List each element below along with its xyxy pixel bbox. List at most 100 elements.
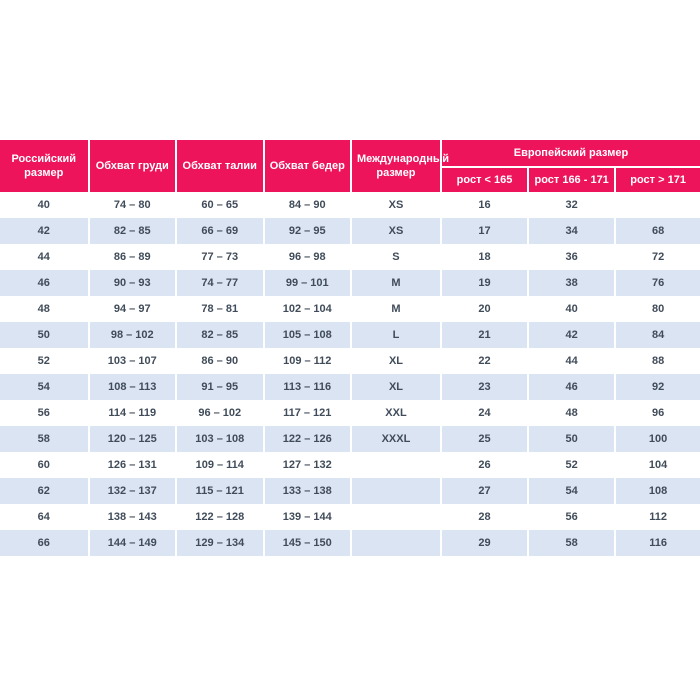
table-row: 60 126 – 131 109 – 114 127 – 132 26 52 104 (0, 452, 700, 478)
table-cell: XL (350, 374, 440, 400)
table-cell: 56 (527, 504, 615, 530)
table-cell: 92 – 95 (262, 218, 350, 244)
table-cell: XS (350, 218, 440, 244)
table-row: 46 90 – 93 74 – 77 99 – 101 M 19 38 76 (0, 270, 700, 296)
table-cell (350, 478, 440, 504)
table-cell: 72 (614, 244, 700, 270)
table-cell: 26 (439, 452, 528, 478)
table-cell: 28 (439, 504, 528, 530)
table-row: 42 82 – 85 66 – 69 92 – 95 XS 17 34 68 (0, 218, 700, 244)
table-row: 66 144 – 149 129 – 134 145 – 150 29 58 116 (0, 530, 700, 556)
table-cell: 25 (439, 426, 528, 452)
table-cell: 40 (527, 296, 615, 322)
table-cell: 66 (0, 530, 88, 556)
table-row: 44 86 – 89 77 – 73 96 – 98 S 18 36 72 (0, 244, 700, 270)
table-cell (614, 192, 700, 218)
table-cell: 96 (614, 400, 700, 426)
table-cell: 92 (614, 374, 700, 400)
table-cell: 109 – 112 (262, 348, 350, 374)
table-cell: 60 (0, 452, 88, 478)
table-cell: 138 – 143 (87, 504, 175, 530)
table-cell: 120 – 125 (87, 426, 175, 452)
table-cell: XS (350, 192, 440, 218)
table-cell: L (350, 322, 440, 348)
table-row: 40 74 – 80 60 – 65 84 – 90 XS 16 32 (0, 192, 700, 218)
table-cell: 18 (439, 244, 528, 270)
table-cell: XXL (350, 400, 440, 426)
table-cell: 42 (527, 322, 615, 348)
table-cell: M (350, 296, 440, 322)
table-cell (350, 530, 440, 556)
table-cell: 56 (0, 400, 88, 426)
table-cell: S (350, 244, 440, 270)
table-body: 40 74 – 80 60 – 65 84 – 90 XS 16 32 42 82 – 85 66… (0, 192, 700, 556)
table-cell: 54 (0, 374, 88, 400)
table-cell: 24 (439, 400, 528, 426)
table-cell: 86 – 89 (87, 244, 175, 270)
table-cell: 48 (527, 400, 615, 426)
column-header-hips: Обхват бедер (262, 140, 350, 192)
table-row: 48 94 – 97 78 – 81 102 – 104 M 20 40 80 (0, 296, 700, 322)
table-cell: 82 – 85 (175, 322, 263, 348)
table-cell: 46 (527, 374, 615, 400)
column-header-height-over-171: рост > 171 (614, 166, 700, 192)
table-row: 64 138 – 143 122 – 128 139 – 144 28 56 112 (0, 504, 700, 530)
table-cell: 27 (439, 478, 528, 504)
column-header-height-166-171: рост 166 - 171 (527, 166, 615, 192)
table-cell: 133 – 138 (262, 478, 350, 504)
table-cell: 20 (439, 296, 528, 322)
table-cell: 64 (0, 504, 88, 530)
column-header-russian-size: Российский размер (0, 140, 88, 192)
header-row-main: Российский размер Обхват груди Обхват та… (0, 140, 700, 192)
table-cell: 48 (0, 296, 88, 322)
table-cell: 60 – 65 (175, 192, 263, 218)
size-chart-table: Российский размер Обхват груди Обхват та… (0, 140, 700, 556)
table-cell: 44 (0, 244, 88, 270)
column-header-waist: Обхват талии (175, 140, 263, 192)
table-cell: 129 – 134 (175, 530, 263, 556)
table-cell: 96 – 102 (175, 400, 263, 426)
table-cell: 127 – 132 (262, 452, 350, 478)
table-cell: 112 (614, 504, 700, 530)
table-cell: 84 – 90 (262, 192, 350, 218)
table-cell: 108 – 113 (87, 374, 175, 400)
table-cell: 145 – 150 (262, 530, 350, 556)
column-group-header-european-size: Европейский размер (439, 140, 700, 166)
table-cell: 82 – 85 (87, 218, 175, 244)
table-cell: 58 (0, 426, 88, 452)
header-row-sub: рост < 165 рост 166 - 171 рост > 171 (0, 166, 700, 192)
table-cell: 103 – 108 (175, 426, 263, 452)
table-cell: 46 (0, 270, 88, 296)
table-cell: M (350, 270, 440, 296)
table-cell: 36 (527, 244, 615, 270)
table-cell: 84 (614, 322, 700, 348)
table-cell (350, 504, 440, 530)
table-cell: 117 – 121 (262, 400, 350, 426)
table-cell: 105 – 108 (262, 322, 350, 348)
table-cell: 132 – 137 (87, 478, 175, 504)
table-cell: 103 – 107 (87, 348, 175, 374)
table-row: 54 108 – 113 91 – 95 113 – 116 XL 23 46 92 (0, 374, 700, 400)
table-cell: 113 – 116 (262, 374, 350, 400)
table-cell: 116 (614, 530, 700, 556)
table-cell: 50 (527, 426, 615, 452)
table-cell: XXXL (350, 426, 440, 452)
table-cell: 98 – 102 (87, 322, 175, 348)
table-cell: 94 – 97 (87, 296, 175, 322)
table-cell: 88 (614, 348, 700, 374)
table-cell: 96 – 98 (262, 244, 350, 270)
table-cell: 21 (439, 322, 528, 348)
column-header-height-under-165: рост < 165 (439, 166, 528, 192)
table-cell: 32 (527, 192, 615, 218)
table-cell: 104 (614, 452, 700, 478)
table-cell: 17 (439, 218, 528, 244)
table-cell: 74 – 77 (175, 270, 263, 296)
table-cell: 114 – 119 (87, 400, 175, 426)
table-row: 52 103 – 107 86 – 90 109 – 112 XL 22 44 88 (0, 348, 700, 374)
table-cell: 115 – 121 (175, 478, 263, 504)
table-row: 50 98 – 102 82 – 85 105 – 108 L 21 42 84 (0, 322, 700, 348)
table-cell: 52 (527, 452, 615, 478)
table-cell: 62 (0, 478, 88, 504)
table-cell: 80 (614, 296, 700, 322)
